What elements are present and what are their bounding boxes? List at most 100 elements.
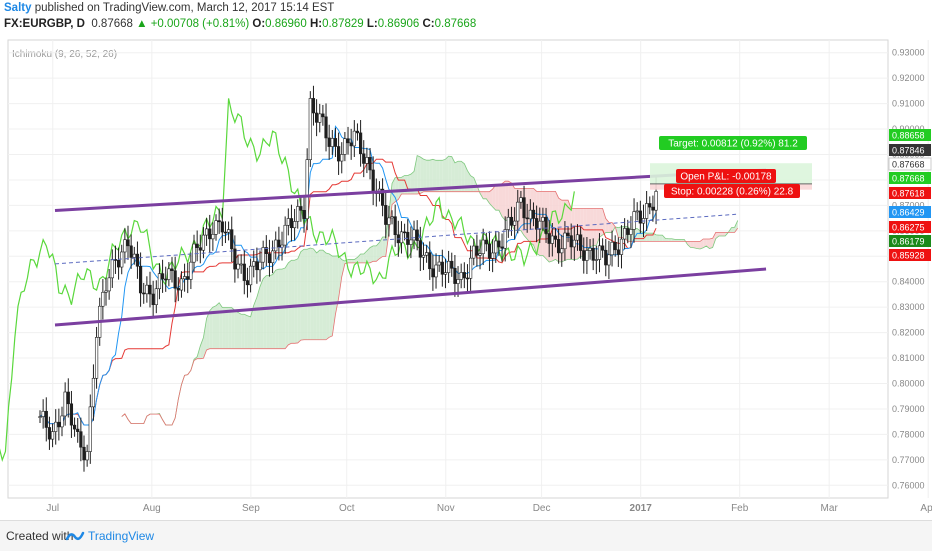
- candle-body: [519, 197, 523, 203]
- candle-body: [292, 221, 297, 229]
- price-scale-badge: 0.87668: [892, 174, 925, 184]
- stop-label-bg[interactable]: [664, 184, 800, 198]
- candle-body: [38, 416, 42, 418]
- ichimoku-cloud-segment: [212, 305, 217, 349]
- candle-body: [535, 218, 539, 230]
- ichimoku-cloud-segment: [203, 318, 207, 359]
- candle-body: [220, 221, 224, 233]
- y-tick-label: 0.87000: [892, 200, 925, 210]
- price-scale-badge-bg: [889, 221, 931, 233]
- candle-body: [283, 224, 287, 246]
- candle-body: [371, 169, 375, 192]
- candle-body: [619, 238, 624, 255]
- candle-body: [494, 240, 498, 254]
- price-change: ▲ +0.00708 (+0.81%): [136, 18, 250, 30]
- ichimoku-cloud-segment: [332, 256, 336, 336]
- ichimoku-cloud-segment: [326, 253, 330, 340]
- ichimoku-cloud-segment: [423, 159, 427, 192]
- ichimoku-cloud-segment: [649, 233, 653, 242]
- candle-body: [453, 267, 457, 284]
- y-tick-label: 0.93000: [892, 48, 925, 58]
- candle-body: [607, 254, 611, 266]
- candle-body: [277, 239, 281, 248]
- candle-body: [425, 252, 429, 256]
- ichimoku-cloud-segment: [508, 181, 512, 225]
- price-scale-badge-bg: [888, 157, 932, 171]
- tradingview-link[interactable]: TradingView: [88, 529, 155, 543]
- candle-body: [126, 239, 130, 247]
- candle-body: [491, 252, 495, 259]
- price-chart[interactable]: Ichimoku (9, 26, 52, 26) Target: 0.00812…: [0, 0, 932, 520]
- publisher-name[interactable]: Salty: [4, 2, 32, 14]
- ichimoku-cloud-segment: [420, 157, 424, 194]
- ichimoku-cloud-segment: [596, 208, 600, 246]
- y-tick-label: 0.84000: [892, 277, 925, 287]
- high-label: H:: [309, 18, 323, 30]
- ichimoku-cloud-segment: [684, 239, 688, 245]
- ichimoku-cloud-segment: [426, 160, 430, 192]
- pnl-label[interactable]: Open P&L: -0.00178: [680, 172, 772, 183]
- candle-body: [588, 247, 592, 251]
- candle-body: [245, 280, 250, 286]
- target-label[interactable]: Target: 0.00812 (0.92%) 81.2: [668, 139, 798, 150]
- senkou-span-b-line: [121, 180, 739, 426]
- ichimoku-cloud-segment: [338, 255, 342, 299]
- pnl-label-bg[interactable]: [676, 169, 776, 183]
- candle-body: [189, 261, 193, 280]
- ichimoku-cloud-segment: [269, 274, 273, 349]
- candle-body: [553, 235, 558, 240]
- candle-body: [651, 206, 655, 211]
- ichimoku-cloud-segment: [731, 227, 735, 233]
- candle-body: [390, 216, 394, 219]
- candle-body: [160, 273, 165, 280]
- candle-body: [597, 245, 602, 260]
- channel-upper-line[interactable]: [54, 168, 767, 212]
- candle-body: [208, 228, 212, 240]
- candle-body: [352, 130, 356, 147]
- ichimoku-cloud-segment: [502, 181, 506, 221]
- candle-body: [623, 228, 627, 240]
- candle-body: [616, 249, 620, 255]
- target-label-bg[interactable]: [659, 136, 807, 150]
- x-tick-label: Apr: [920, 503, 932, 514]
- candle-body: [575, 234, 580, 241]
- candle-body: [170, 268, 174, 272]
- ichimoku-cloud-segment: [247, 315, 251, 349]
- ichimoku-cloud-segment: [498, 183, 503, 217]
- candle-body: [248, 265, 253, 286]
- candle-body: [258, 261, 262, 271]
- candle-body: [91, 377, 96, 408]
- candle-body: [145, 284, 149, 295]
- candle-body: [236, 263, 240, 270]
- mid-trend-dashed-line[interactable]: [54, 213, 737, 265]
- ichimoku-cloud-segment: [696, 241, 701, 250]
- ichimoku-cloud-segment: [222, 307, 226, 349]
- candle-body: [154, 288, 158, 306]
- publisher-line: Salty published on TradingView.com, Marc…: [4, 2, 334, 14]
- channel-lower-line[interactable]: [54, 267, 767, 327]
- stop-label[interactable]: Stop: 0.00228 (0.26%) 22.8: [671, 187, 794, 198]
- ichimoku-cloud-segment: [209, 307, 213, 349]
- candle-body: [151, 293, 155, 306]
- ichimoku-cloud-segment: [715, 232, 719, 239]
- candle-body: [167, 268, 171, 280]
- candle-body: [308, 98, 312, 160]
- y-tick-label: 0.79000: [892, 404, 925, 414]
- ichimoku-cloud-segment: [593, 208, 597, 246]
- candle-body: [129, 245, 133, 258]
- candle-body: [629, 229, 633, 235]
- ichimoku-cloud-segment: [417, 155, 421, 195]
- candle-body: [44, 410, 48, 428]
- candle-body: [270, 250, 275, 264]
- candle-body: [104, 290, 108, 293]
- candle-body: [465, 277, 470, 280]
- candle-body: [242, 263, 246, 281]
- ichimoku-cloud-segment: [263, 275, 267, 349]
- candle-body: [638, 210, 642, 224]
- x-tick-label: 2017: [630, 503, 653, 514]
- candle-body: [447, 260, 451, 273]
- price-scale-badge-bg: [889, 235, 931, 247]
- ichimoku-cloud-segment: [256, 286, 261, 349]
- candle-body: [368, 157, 372, 171]
- candle-body: [434, 264, 438, 278]
